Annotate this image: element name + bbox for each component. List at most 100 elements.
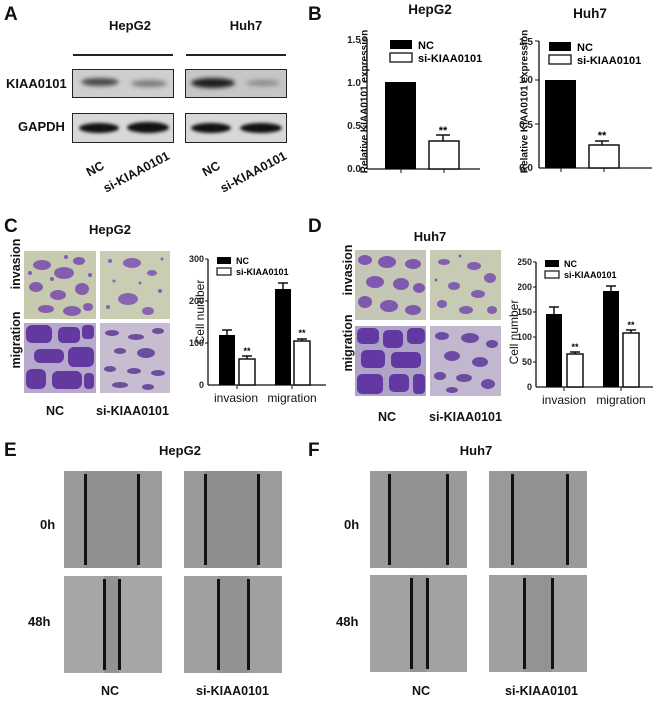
svg-text:0.0: 0.0 xyxy=(519,163,533,174)
svg-text:si-KIAA0101: si-KIAA0101 xyxy=(577,55,641,67)
blot-kiaa0101-hepg2 xyxy=(72,69,174,98)
svg-text:150: 150 xyxy=(518,307,532,317)
bar-chart-transwell-hepg2: 300 200 100 0 ** ** NC si-KIAA0101 invas… xyxy=(189,254,326,405)
col-label-nc: NC xyxy=(412,684,431,698)
svg-text:migration: migration xyxy=(267,391,316,405)
scratch-image-48h-si xyxy=(184,576,282,673)
svg-text:100: 100 xyxy=(518,332,532,342)
svg-text:NC: NC xyxy=(236,256,249,266)
svg-text:si-KIAA0101: si-KIAA0101 xyxy=(236,267,289,277)
blot-kiaa0101-huh7 xyxy=(185,69,287,98)
row-label-migration: migration xyxy=(341,314,355,372)
scratch-image-48h-nc xyxy=(370,575,467,672)
svg-text:**: ** xyxy=(439,125,448,137)
panel-label-b: B xyxy=(308,4,322,25)
bar-chart-transwell-huh7: 250 200 150 100 50 0 ** ** NC si-KIAA010… xyxy=(518,258,653,407)
chart-title-huh7: Huh7 xyxy=(573,6,607,21)
row-label-migration: migration xyxy=(9,311,23,369)
lane-group-line-huh7 xyxy=(186,54,286,56)
micrograph-migration-nc xyxy=(24,323,96,393)
panel-c-title: HepG2 xyxy=(89,222,131,237)
chart-title-hepg2: HepG2 xyxy=(408,2,452,17)
blot-title-huh7: Huh7 xyxy=(229,18,263,33)
svg-text:50: 50 xyxy=(522,357,532,367)
blot-title-hepg2: HepG2 xyxy=(109,18,151,33)
svg-text:**: ** xyxy=(243,346,251,356)
wound-edge-line xyxy=(566,474,569,565)
wound-edge-line xyxy=(426,578,429,669)
wound-edge-line xyxy=(511,474,514,565)
wound-edge-line xyxy=(446,474,449,565)
scratch-image-0h-si xyxy=(184,471,282,568)
band xyxy=(131,80,167,87)
row-label-48h: 48h xyxy=(28,614,51,629)
wound-edge-line xyxy=(204,474,207,565)
lane-label-nc-hepg2: NC xyxy=(84,158,107,180)
micrograph-invasion-nc xyxy=(355,250,426,320)
svg-text:250: 250 xyxy=(518,258,532,267)
panel-f-title: Huh7 xyxy=(459,443,493,458)
wound-edge-line xyxy=(103,579,106,670)
lane-label-si-hepg2: si-KIAA0101 xyxy=(101,148,172,196)
panel-d-title: Huh7 xyxy=(413,229,447,244)
wound-edge-line xyxy=(388,474,391,565)
wound-edge-line xyxy=(257,474,260,565)
col-label-si: si-KIAA0101 xyxy=(196,684,269,698)
band xyxy=(127,122,169,133)
svg-text:0.5: 0.5 xyxy=(519,120,533,131)
band xyxy=(79,123,119,133)
svg-text:migration: migration xyxy=(596,393,645,407)
svg-text:1.5: 1.5 xyxy=(347,35,361,46)
svg-text:200: 200 xyxy=(189,296,204,306)
svg-text:**: ** xyxy=(627,320,635,330)
blot-gapdh-hepg2 xyxy=(72,113,174,143)
svg-text:NC: NC xyxy=(564,259,577,269)
band xyxy=(191,78,235,88)
svg-text:1.5: 1.5 xyxy=(519,37,533,48)
svg-text:NC: NC xyxy=(577,42,593,54)
col-label-si: si-KIAA0101 xyxy=(505,684,578,698)
panel-label-c: C xyxy=(4,216,18,237)
row-label-invasion: invasion xyxy=(9,238,23,290)
micrograph-invasion-nc xyxy=(24,251,96,319)
svg-text:**: ** xyxy=(598,130,607,142)
row-label-kiaa0101: KIAA0101 xyxy=(6,76,67,91)
band xyxy=(81,78,119,86)
col-label-nc: NC xyxy=(378,410,397,424)
svg-text:**: ** xyxy=(571,342,579,352)
band xyxy=(191,123,231,133)
scratch-image-48h-nc xyxy=(64,576,162,673)
wound-edge-line xyxy=(247,579,250,670)
wound-edge-line xyxy=(137,474,140,565)
row-label-gapdh: GAPDH xyxy=(18,119,65,134)
scratch-image-0h-nc xyxy=(370,471,467,568)
wound-edge-line xyxy=(410,578,413,669)
scratch-image-0h-si xyxy=(489,471,587,568)
svg-text:invasion: invasion xyxy=(214,391,258,405)
svg-text:0.0: 0.0 xyxy=(347,164,361,175)
svg-text:1.0: 1.0 xyxy=(347,78,361,89)
col-label-si: si-KIAA0101 xyxy=(96,404,169,418)
band xyxy=(246,80,280,86)
lane-label-nc-huh7: NC xyxy=(200,158,223,180)
bar-chart-huh7: 1.5 1.0 0.5 0.0 ** NC si-KIAA0101 xyxy=(519,37,652,174)
micrograph-migration-nc xyxy=(355,326,426,396)
micrograph-invasion-si xyxy=(100,251,170,319)
svg-text:300: 300 xyxy=(189,254,204,264)
wound-edge-line xyxy=(84,474,87,565)
svg-text:si-KIAA0101: si-KIAA0101 xyxy=(564,270,617,280)
svg-text:NC: NC xyxy=(418,40,434,52)
bar-chart-hepg2: 1.5 1.0 0.5 0.0 ** NC si-KIAA0101 xyxy=(347,35,482,175)
svg-text:0: 0 xyxy=(199,380,204,390)
svg-text:**: ** xyxy=(298,328,306,338)
svg-text:200: 200 xyxy=(518,282,532,292)
col-label-si: si-KIAA0101 xyxy=(429,410,502,424)
wound-edge-line xyxy=(217,579,220,670)
micrograph-migration-si xyxy=(100,323,170,393)
micrograph-migration-si xyxy=(430,326,501,396)
panel-label-f: F xyxy=(308,440,320,461)
panel-label-a: A xyxy=(4,4,18,25)
wound-edge-line xyxy=(523,578,526,669)
band xyxy=(240,123,282,133)
scratch-image-48h-si xyxy=(489,575,587,672)
